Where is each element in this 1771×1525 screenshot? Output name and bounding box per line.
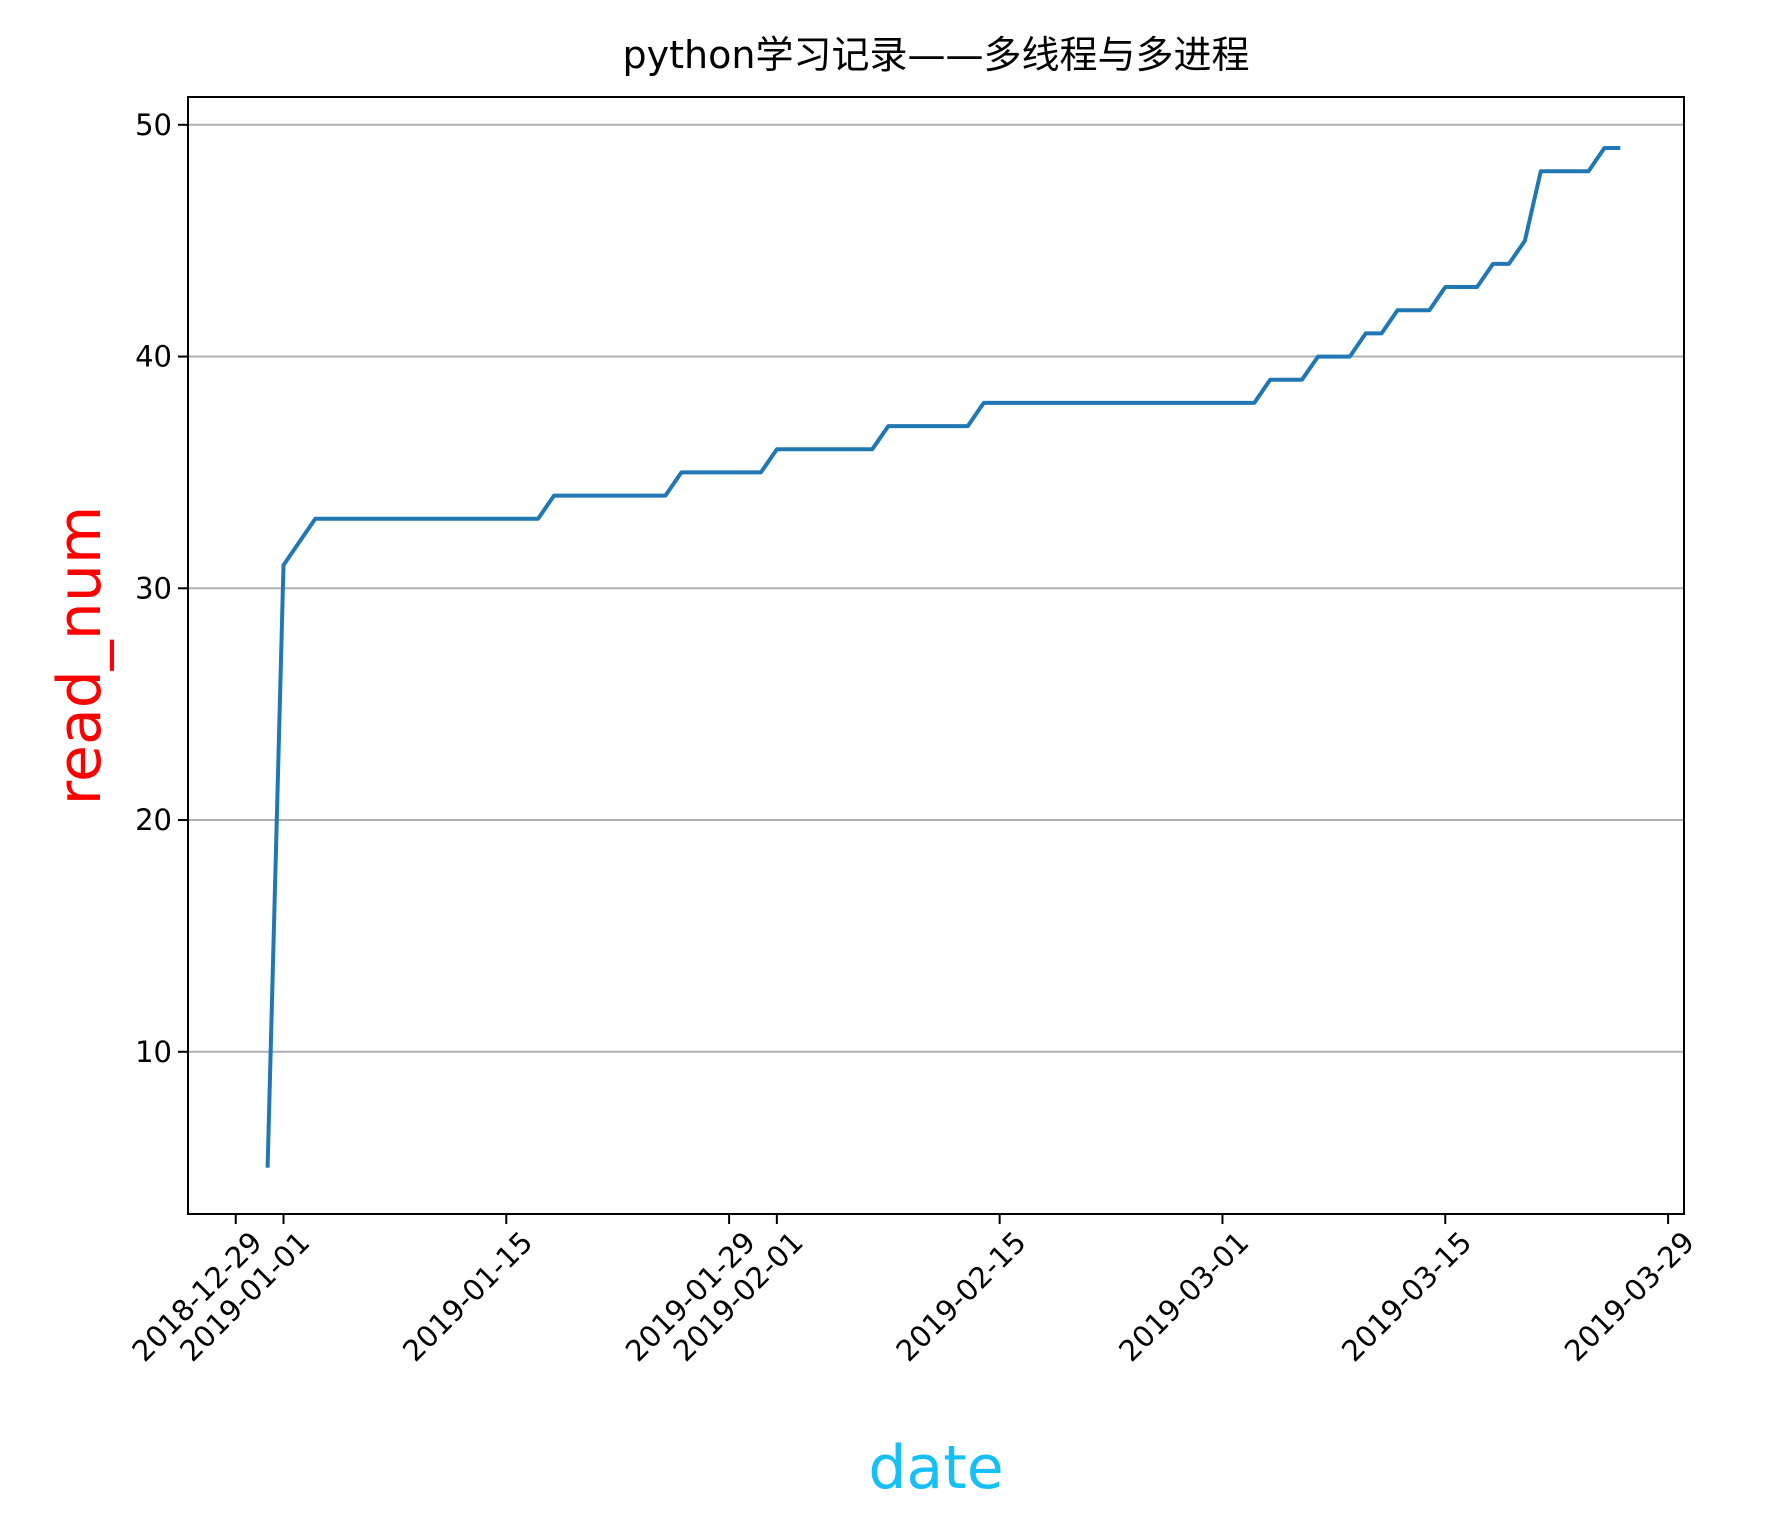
x-axis-title: date <box>868 1433 1003 1503</box>
y-axis: 10 20 30 40 50 <box>135 108 188 1069</box>
y-tick-label: 10 <box>135 1035 172 1069</box>
grid-lines <box>188 123 1684 1053</box>
y-tick-label: 50 <box>135 108 172 142</box>
y-tick-label: 30 <box>135 571 172 605</box>
series-line <box>265 146 1621 1168</box>
plot-area <box>265 146 1621 1168</box>
plot-frame <box>187 96 1685 1215</box>
y-axis-title: read_num <box>45 506 115 806</box>
chart-title: python学习记录——多线程与多进程 <box>623 33 1250 77</box>
y-tick-label: 40 <box>135 340 172 374</box>
y-tick-label: 20 <box>135 803 172 837</box>
